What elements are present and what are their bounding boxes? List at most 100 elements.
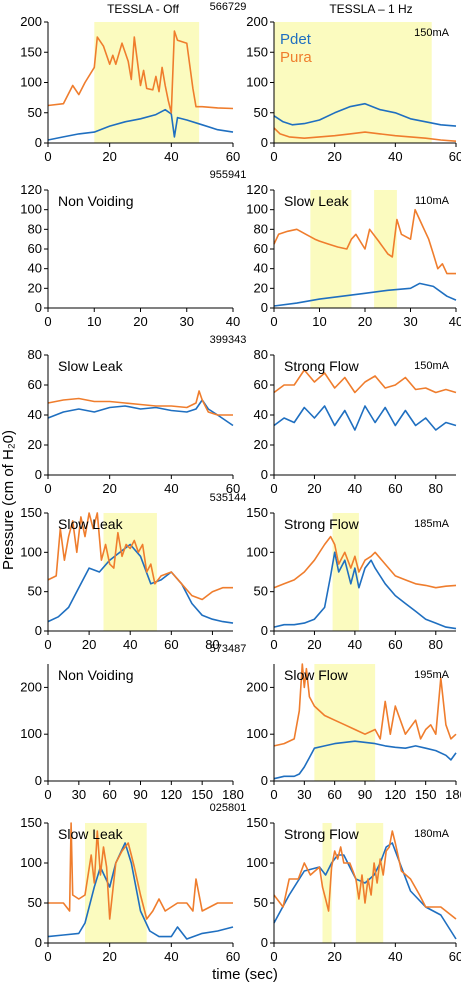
chart-panel: 0 20 40 60 80 100 120 0 10 20 30 40	[20, 182, 240, 329]
series-line-pdet	[273, 282, 457, 307]
x-tick-label: 40	[388, 949, 402, 964]
y-tick-label: 150	[20, 505, 42, 520]
current-label: 150mA	[414, 27, 450, 39]
series-line-pura	[47, 512, 233, 601]
x-tick-label: 0	[44, 481, 51, 496]
x-tick-label: 30	[403, 314, 417, 329]
y-tick-label: 50	[28, 584, 42, 599]
x-tick-label: 20	[358, 314, 372, 329]
chart-panel: 0 50 100 150 0 20 40 60 80	[246, 505, 457, 652]
y-tick-label: 200	[20, 679, 42, 694]
y-tick-label: 60	[254, 241, 268, 256]
x-tick-label: 60	[226, 949, 240, 964]
x-tick-label: 180	[445, 787, 461, 802]
left-panel-label: Slow Leak	[58, 516, 124, 532]
y-tick-label: 80	[254, 221, 268, 236]
highlight-band	[314, 664, 376, 781]
series-line-pura	[47, 30, 234, 114]
y-tick-label: 60	[28, 241, 42, 256]
x-tick-label: 0	[270, 949, 277, 964]
chart-panel: 0 20 40 60 80 0 20 40 60 80	[254, 347, 457, 496]
series-line-pura	[273, 208, 456, 275]
x-tick-label: 150	[415, 787, 437, 802]
series-line-pura	[273, 369, 457, 394]
y-tick-label: 120	[20, 182, 42, 197]
x-tick-label: 40	[164, 149, 178, 164]
chart-panel: 0 50 100 150 0 20 40 60	[246, 815, 461, 964]
y-tick-label: 0	[261, 300, 268, 315]
x-tick-label: 10	[87, 314, 101, 329]
x-tick-label: 20	[102, 481, 116, 496]
y-tick-label: 20	[28, 437, 42, 452]
y-tick-label: 40	[254, 261, 268, 276]
x-tick-label: 20	[102, 949, 116, 964]
y-tick-label: 0	[35, 773, 42, 788]
y-tick-label: 40	[28, 407, 42, 422]
highlight-band	[94, 22, 200, 143]
x-tick-label: 80	[205, 637, 219, 652]
right-panel-label: Slow Leak	[284, 193, 350, 209]
series-line-pdet	[273, 740, 457, 780]
x-tick-label: 40	[164, 481, 178, 496]
series-line-pdet	[273, 551, 457, 630]
chart-panel: 0 20 40 60 80 100 120 0 10 20 30 40	[246, 182, 461, 329]
right-panel-label: Strong Flow	[284, 826, 360, 842]
x-tick-label: 20	[327, 949, 341, 964]
y-tick-label: 0	[261, 773, 268, 788]
y-tick-label: 50	[28, 105, 42, 120]
y-tick-label: 60	[28, 377, 42, 392]
y-tick-label: 50	[254, 105, 268, 120]
highlight-band	[322, 823, 332, 943]
y-tick-label: 0	[35, 300, 42, 315]
series-line-pura	[273, 830, 457, 920]
current-label: 110mA	[415, 195, 450, 207]
x-tick-label: 30	[297, 787, 311, 802]
chart-panel: 0 100 200 0 30 60 90 120 150 180	[20, 664, 244, 802]
series-line-pura	[273, 127, 457, 142]
x-tick-label: 60	[102, 787, 116, 802]
x-tick-label: 20	[102, 149, 116, 164]
series-line-pura	[273, 535, 457, 589]
x-tick-label: 60	[226, 481, 240, 496]
y-tick-label: 0	[261, 623, 268, 638]
highlight-band	[103, 513, 157, 631]
x-tick-label: 60	[449, 149, 461, 164]
x-tick-label: 20	[307, 637, 321, 652]
y-tick-label: 0	[35, 935, 42, 950]
series-line-pdet	[47, 842, 234, 940]
chart-panel: 0 50 100 150 0 20 40 60	[20, 815, 240, 964]
run-id: 566729	[210, 1, 247, 13]
y-tick-label: 120	[246, 182, 268, 197]
x-tick-label: 90	[358, 787, 372, 802]
x-tick-label: 0	[270, 637, 277, 652]
y-tick-label: 200	[20, 14, 42, 29]
x-tick-label: 20	[133, 314, 147, 329]
current-label: 195mA	[414, 669, 450, 681]
x-tick-label: 60	[388, 637, 402, 652]
x-tick-label: 180	[222, 787, 244, 802]
x-tick-label: 0	[270, 481, 277, 496]
series-line-pdet	[47, 108, 234, 141]
chart-panel: 0 20 40 60 80 0 20 40 60	[28, 347, 241, 496]
x-tick-label: 60	[226, 149, 240, 164]
col-title-left: TESSLA - Off	[107, 2, 179, 16]
x-tick-label: 150	[191, 787, 213, 802]
y-tick-label: 80	[28, 221, 42, 236]
x-tick-label: 20	[327, 149, 341, 164]
series-line-pura	[47, 390, 233, 416]
col-title-right: TESSLA – 1 Hz	[329, 2, 412, 16]
x-tick-label: 10	[312, 314, 326, 329]
x-tick-label: 0	[44, 637, 51, 652]
y-tick-label: 0	[261, 467, 268, 482]
left-panel-label: Slow Leak	[58, 358, 124, 374]
y-tick-label: 40	[28, 261, 42, 276]
x-tick-label: 0	[270, 787, 277, 802]
y-tick-label: 50	[254, 895, 268, 910]
right-panel-label: Strong Flow	[284, 516, 360, 532]
y-tick-label: 20	[254, 437, 268, 452]
y-tick-label: 100	[246, 75, 268, 90]
chart-panel: 0 50 100 150 0 20 40 60 80	[20, 505, 234, 652]
chart-panel: 0 50 100 150 200 0 20 40 60	[20, 14, 240, 164]
